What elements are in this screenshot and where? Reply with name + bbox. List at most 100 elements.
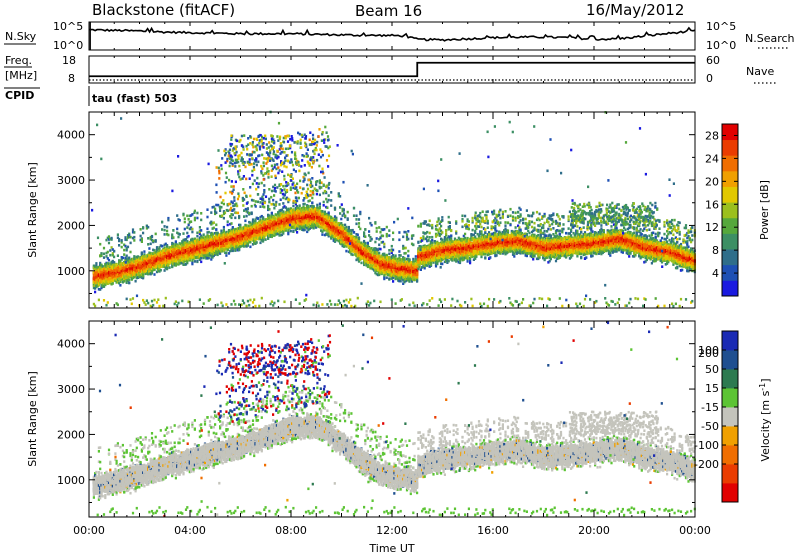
date-title: 16/May/2012: [586, 1, 684, 19]
power-data-cell: [121, 239, 123, 242]
power-data-cell: [142, 299, 144, 302]
power-data-cell: [191, 228, 193, 231]
power-data-cell: [142, 226, 144, 229]
power-data-cell: [191, 231, 193, 234]
power-data-cell: [140, 228, 142, 231]
nsky-frame: [89, 22, 695, 50]
power-data-cell: [117, 254, 119, 257]
nave-tick-top: 60: [706, 54, 720, 67]
power-data-cell: [212, 232, 214, 235]
power-data-cell: [133, 236, 135, 239]
power-data-cell: [121, 246, 123, 249]
power-data-cell: [108, 235, 110, 238]
power-data-cell: [117, 233, 119, 236]
freq-tick-bottom: 8: [68, 72, 75, 85]
power-data-cell: [190, 220, 192, 223]
power-data-cell: [123, 253, 125, 256]
power-data-cell: [126, 239, 128, 242]
power-data-cell: [107, 265, 109, 268]
power-data-cell: [129, 236, 131, 239]
power-data-cell: [196, 235, 198, 238]
power-data-cell: [118, 240, 120, 243]
nsky-series-line: [89, 28, 695, 41]
power-data-cell: [153, 273, 155, 276]
power-data-cell: [169, 266, 171, 269]
power-data-cell: [151, 300, 153, 303]
power-data-cell: [164, 233, 166, 236]
power-data-cell: [95, 264, 97, 267]
power-data-cell: [103, 253, 105, 256]
nave-label: Nave: [746, 65, 774, 78]
freq-panel: Freq. [MHz] 18 8 60 0 Nave: [4, 54, 778, 85]
power-data-cell: [117, 304, 119, 307]
power-data-cell: [127, 246, 129, 249]
power-data-cell: [194, 260, 196, 263]
station-title: Blackstone (fitACF): [92, 1, 235, 19]
power-data-cell: [208, 231, 210, 234]
power-data-cell: [103, 299, 105, 302]
power-data-cell: [176, 214, 178, 217]
power-data-cell: [148, 247, 150, 250]
power-data-cell: [126, 255, 128, 258]
power-data-cell: [196, 212, 198, 215]
radar-plot-page: Blackstone (fitACF) Beam 16 16/May/2012 …: [0, 0, 800, 554]
power-data-cell: [203, 233, 205, 236]
power-data-cell: [186, 232, 188, 235]
power-data-cell: [166, 230, 168, 233]
power-data-cell: [111, 237, 113, 240]
power-data-cell: [186, 215, 188, 218]
power-data-cell: [199, 298, 201, 301]
power-data-cell: [103, 247, 105, 250]
power-data-cell: [141, 240, 143, 243]
power-data-cell: [208, 257, 210, 260]
power-data-cell: [203, 302, 205, 305]
power-data-cell: [143, 255, 145, 258]
power-data-cell: [155, 233, 157, 236]
power-data-cell: [164, 269, 166, 272]
power-data-cell: [94, 305, 96, 308]
power-data-cell: [153, 299, 155, 302]
nsky-ticks: [89, 22, 695, 50]
power-data-cell: [188, 301, 190, 304]
nsearch-label: N.Search: [745, 32, 795, 45]
power-data-cell: [156, 301, 158, 304]
power-data-cell: [119, 284, 121, 287]
power-data-cell: [150, 243, 152, 246]
power-data-cell: [123, 280, 125, 283]
power-data-cell: [112, 282, 114, 285]
power-data-cell: [105, 304, 107, 307]
beam-title: Beam 16: [355, 2, 422, 20]
power-data-cell: [147, 302, 149, 305]
power-data-cell: [150, 305, 152, 308]
power-data-cell: [133, 231, 135, 234]
power-data-cell: [135, 280, 137, 283]
power-data-cell: [161, 221, 163, 224]
power-data-cell: [188, 224, 190, 227]
power-data-cell: [179, 233, 181, 236]
power-data-cell: [172, 236, 174, 239]
power-data-cell: [210, 211, 212, 214]
power-data-cell: [160, 269, 162, 272]
power-data-cell: [200, 257, 202, 260]
power-data-cell: [128, 282, 130, 285]
power-data-cell: [132, 228, 134, 231]
power-data-cell: [186, 240, 188, 243]
power-data-cell: [200, 229, 202, 232]
power-data-cell: [109, 249, 111, 252]
power-data-cell: [184, 221, 186, 224]
power-data-cell: [206, 216, 208, 219]
power-data-cell: [196, 260, 198, 263]
power-data-cell: [155, 239, 157, 242]
power-data-cell: [184, 217, 186, 220]
power-data-cell: [152, 240, 154, 243]
power-data-cell: [100, 252, 102, 255]
power-data-cell: [140, 235, 142, 238]
freq-series-line: [89, 63, 695, 77]
power-data-cell: [98, 299, 100, 302]
nsky-tick-top: 10^5: [53, 20, 83, 33]
power-data-cell: [108, 242, 110, 245]
power-data-cell: [181, 300, 183, 303]
power-data-cell: [164, 225, 166, 228]
cpid-label: CPID: [5, 89, 34, 102]
